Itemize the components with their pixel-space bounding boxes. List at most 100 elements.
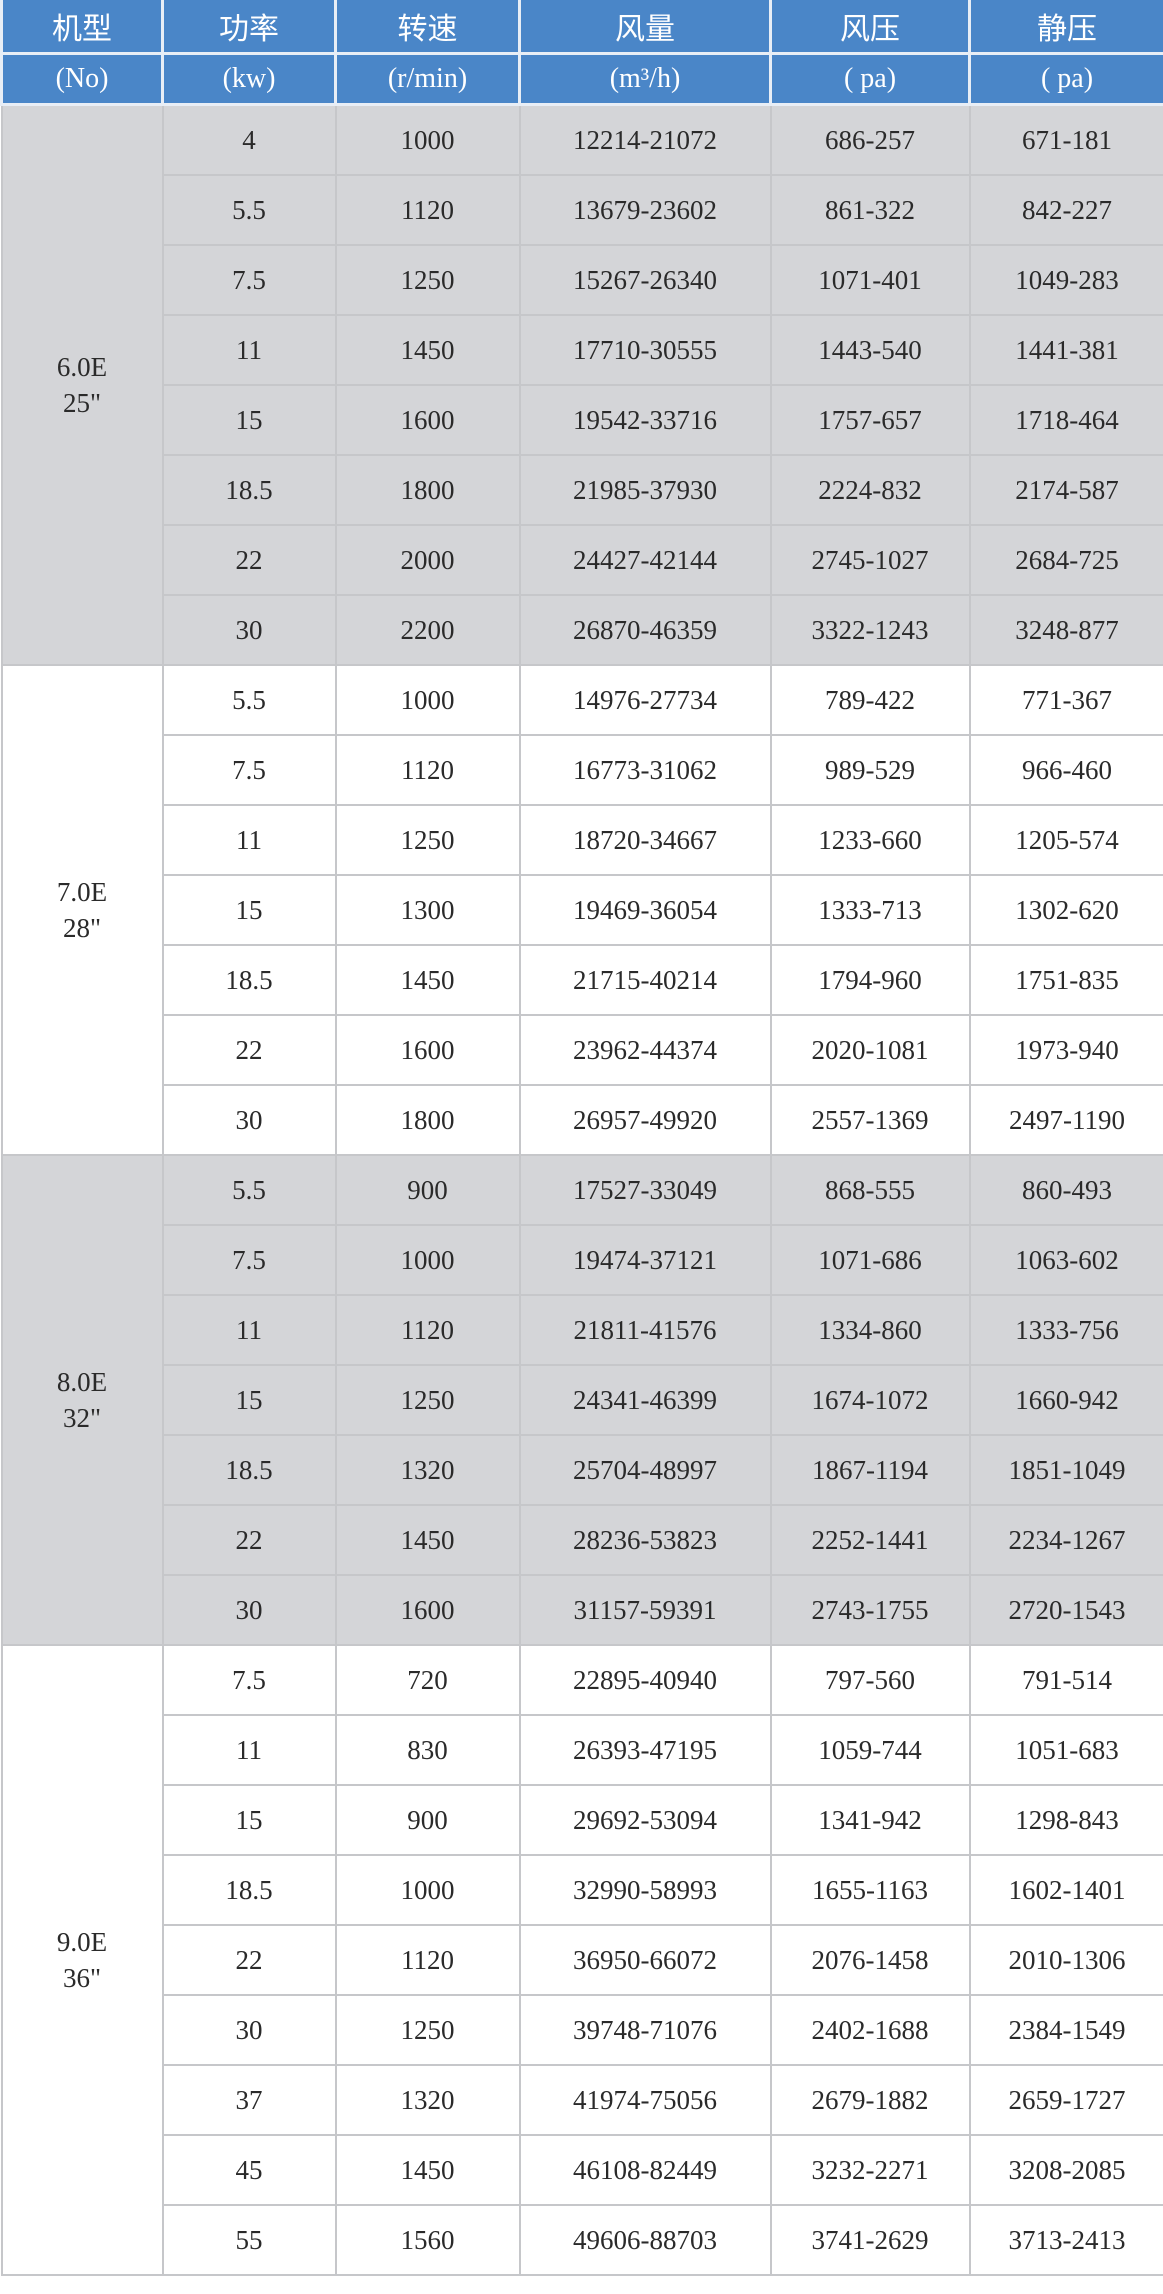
static-pressure-cell: 860-493 xyxy=(968,1154,1163,1226)
power-cell: 7.5 xyxy=(161,1644,337,1716)
model-number: 6.0E xyxy=(56,352,108,382)
table-row: 8.0E 32" 5.5 900 17527-33049 868-555 860-493 xyxy=(0,1154,1163,1646)
table-row: 22 1120 36950-66072 2076-1458 2010-1306 xyxy=(2,1924,1163,1996)
static-pressure-cell: 3208-2085 xyxy=(968,2134,1163,2206)
pressure-cell: 1233-660 xyxy=(769,804,971,876)
speed-cell: 1250 xyxy=(334,804,521,876)
power-cell: 15 xyxy=(161,874,337,946)
airflow-cell: 16773-31062 xyxy=(518,734,772,806)
table-row: 7.5 1120 16773-31062 989-529 966-460 xyxy=(2,734,1163,806)
speed-cell: 2000 xyxy=(334,524,521,596)
header-airflow: 风量 xyxy=(518,0,772,55)
pressure-cell: 2679-1882 xyxy=(769,2064,971,2136)
pressure-cell: 2557-1369 xyxy=(769,1084,971,1156)
speed-cell: 1800 xyxy=(334,1084,521,1156)
table-row: 15 900 29692-53094 1341-942 1298-843 xyxy=(2,1784,1163,1856)
unit-pressure: ( pa) xyxy=(769,53,971,106)
table-row: 7.0E 28" 5.5 1000 14976-27734 789-422 771-367 xyxy=(0,664,1163,1156)
airflow-cell: 39748-71076 xyxy=(518,1994,772,2066)
pressure-cell: 797-560 xyxy=(769,1644,971,1716)
power-cell: 7.5 xyxy=(161,1224,337,1296)
pressure-cell: 1333-713 xyxy=(769,874,971,946)
speed-cell: 900 xyxy=(334,1154,521,1226)
static-pressure-cell: 2234-1267 xyxy=(968,1504,1163,1576)
speed-cell: 1450 xyxy=(334,1504,521,1576)
model-size: 32" xyxy=(62,1403,102,1433)
airflow-cell: 25704-48997 xyxy=(518,1434,772,1506)
speed-cell: 1120 xyxy=(334,1294,521,1366)
table-row: 22 1600 23962-44374 2020-1081 1973-940 xyxy=(2,1014,1163,1086)
table-row: 45 1450 46108-82449 3232-2271 3208-2085 xyxy=(2,2134,1163,2206)
unit-static-pressure: ( pa) xyxy=(968,53,1163,106)
speed-cell: 1000 xyxy=(334,1854,521,1926)
power-cell: 22 xyxy=(161,524,337,596)
power-cell: 15 xyxy=(161,384,337,456)
unit-model: (No) xyxy=(0,53,164,106)
table-row: 37 1320 41974-75056 2679-1882 2659-1727 xyxy=(2,2064,1163,2136)
header-model: 机型 xyxy=(0,0,164,55)
airflow-cell: 36950-66072 xyxy=(518,1924,772,1996)
static-pressure-cell: 2684-725 xyxy=(968,524,1163,596)
power-cell: 18.5 xyxy=(161,1434,337,1506)
pressure-cell: 2743-1755 xyxy=(769,1574,971,1646)
pressure-cell: 2020-1081 xyxy=(769,1014,971,1086)
pressure-cell: 1674-1072 xyxy=(769,1364,971,1436)
pressure-cell: 1334-860 xyxy=(769,1294,971,1366)
table-row: 5.5 1120 13679-23602 861-322 842-227 xyxy=(2,174,1163,246)
speed-cell: 1000 xyxy=(334,1224,521,1296)
table-row: 30 1250 39748-71076 2402-1688 2384-1549 xyxy=(2,1994,1163,2066)
airflow-cell: 21715-40214 xyxy=(518,944,772,1016)
speed-cell: 1450 xyxy=(334,2134,521,2206)
speed-cell: 1600 xyxy=(334,384,521,456)
airflow-cell: 21985-37930 xyxy=(518,454,772,526)
speed-cell: 1300 xyxy=(334,874,521,946)
header-speed: 转速 xyxy=(334,0,521,55)
model-cell: 7.0E 28" xyxy=(0,664,164,1156)
speed-cell: 1560 xyxy=(334,2204,521,2276)
unit-speed: (r/min) xyxy=(334,53,521,106)
table-row: 30 2200 26870-46359 3322-1243 3248-877 xyxy=(2,594,1163,666)
airflow-cell: 15267-26340 xyxy=(518,244,772,316)
power-cell: 18.5 xyxy=(161,454,337,526)
pressure-cell: 861-322 xyxy=(769,174,971,246)
table-row: 22 1450 28236-53823 2252-1441 2234-1267 xyxy=(2,1504,1163,1576)
speed-cell: 830 xyxy=(334,1714,521,1786)
pressure-cell: 1794-960 xyxy=(769,944,971,1016)
airflow-cell: 41974-75056 xyxy=(518,2064,772,2136)
static-pressure-cell: 3713-2413 xyxy=(968,2204,1163,2276)
power-cell: 18.5 xyxy=(161,1854,337,1926)
table-row: 30 1600 31157-59391 2743-1755 2720-1543 xyxy=(2,1574,1163,1646)
airflow-cell: 22895-40940 xyxy=(518,1644,772,1716)
pressure-cell: 868-555 xyxy=(769,1154,971,1226)
static-pressure-cell: 3248-877 xyxy=(968,594,1163,666)
pressure-cell: 3232-2271 xyxy=(769,2134,971,2206)
header-row-titles: 机型 功率 转速 风量 风压 静压 xyxy=(0,0,1163,55)
pressure-cell: 1867-1194 xyxy=(769,1434,971,1506)
airflow-cell: 21811-41576 xyxy=(518,1294,772,1366)
table-row: 11 1450 17710-30555 1443-540 1441-381 xyxy=(2,314,1163,386)
table-row: 7.5 1000 19474-37121 1071-686 1063-602 xyxy=(2,1224,1163,1296)
pressure-cell: 2224-832 xyxy=(769,454,971,526)
pressure-cell: 3322-1243 xyxy=(769,594,971,666)
model-cell: 6.0E 25" xyxy=(0,103,164,666)
airflow-cell: 13679-23602 xyxy=(518,174,772,246)
speed-cell: 1250 xyxy=(334,1364,521,1436)
header-power: 功率 xyxy=(161,0,337,55)
airflow-cell: 17710-30555 xyxy=(518,314,772,386)
static-pressure-cell: 842-227 xyxy=(968,174,1163,246)
pressure-cell: 1071-686 xyxy=(769,1224,971,1296)
static-pressure-cell: 1063-602 xyxy=(968,1224,1163,1296)
table-row: 6.0E 25" 4 1000 12214-21072 686-257 671-181 xyxy=(0,103,1163,666)
power-cell: 30 xyxy=(161,1084,337,1156)
airflow-cell: 32990-58993 xyxy=(518,1854,772,1926)
speed-cell: 1450 xyxy=(334,314,521,386)
table-row: 15 1250 24341-46399 1674-1072 1660-942 xyxy=(2,1364,1163,1436)
speed-cell: 1120 xyxy=(334,734,521,806)
table-row: 18.5 1000 32990-58993 1655-1163 1602-1401 xyxy=(2,1854,1163,1926)
static-pressure-cell: 2010-1306 xyxy=(968,1924,1163,1996)
static-pressure-cell: 1051-683 xyxy=(968,1714,1163,1786)
table-row: 15 1600 19542-33716 1757-657 1718-464 xyxy=(2,384,1163,456)
airflow-cell: 26870-46359 xyxy=(518,594,772,666)
static-pressure-cell: 1333-756 xyxy=(968,1294,1163,1366)
static-pressure-cell: 1973-940 xyxy=(968,1014,1163,1086)
